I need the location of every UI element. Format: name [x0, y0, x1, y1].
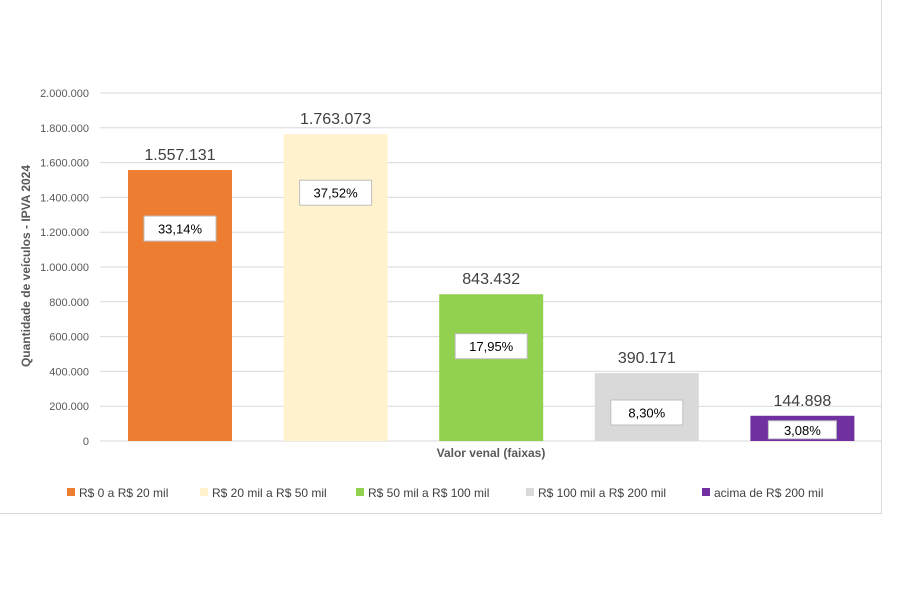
legend-label: acima de R$ 200 mil — [714, 486, 823, 500]
legend-label: R$ 50 mil a R$ 100 mil — [368, 486, 489, 500]
data-value-label: 843.432 — [462, 271, 520, 288]
data-value-label: 144.898 — [773, 393, 831, 410]
y-tick-label: 800.000 — [49, 297, 89, 309]
percent-label-box — [610, 399, 684, 426]
y-tick-label: 0 — [83, 436, 89, 448]
chart-frame — [0, 0, 882, 514]
legend-swatch — [702, 488, 710, 496]
value-labels: 1.557.131 1.763.073 843.432 390.171 144.898 — [144, 111, 831, 410]
legend-item[interactable]: acima de R$ 200 mil — [702, 486, 823, 500]
bar[interactable] — [439, 294, 544, 441]
percent-label-box — [454, 333, 528, 360]
legend-swatch — [526, 488, 534, 496]
bar[interactable] — [128, 170, 232, 441]
percent-label-box — [767, 420, 837, 440]
percent-label: 33,14% — [158, 222, 203, 237]
data-value-label: 1.557.131 — [144, 147, 215, 164]
y-tick-label: 1.200.000 — [40, 227, 89, 239]
data-value-label: 390.171 — [618, 350, 676, 367]
percent-label-box — [143, 215, 217, 242]
legend: R$ 0 a R$ 20 mil R$ 20 mil a R$ 50 mil R$ … — [67, 486, 823, 500]
legend-item[interactable]: R$ 100 mil a R$ 200 mil — [526, 486, 666, 500]
y-tick-label: 400.000 — [49, 366, 89, 378]
percent-label: 3,08% — [784, 423, 821, 438]
y-tick-label: 1.000.000 — [40, 262, 89, 274]
percent-label: 37,52% — [314, 186, 359, 201]
y-tick-label: 200.000 — [49, 401, 89, 413]
legend-swatch — [356, 488, 364, 496]
percent-label: 17,95% — [469, 339, 514, 354]
y-axis-ticks: 0 200.000 400.000 600.000 800.000 1.000.000 1.… — [40, 88, 89, 448]
legend-item[interactable]: R$ 50 mil a R$ 100 mil — [356, 486, 489, 500]
legend-label: R$ 0 a R$ 20 mil — [79, 486, 168, 500]
legend-swatch — [200, 488, 208, 496]
y-tick-label: 1.800.000 — [40, 123, 89, 135]
y-tick-label: 1.400.000 — [40, 192, 89, 204]
legend-item[interactable]: R$ 20 mil a R$ 50 mil — [200, 486, 327, 500]
y-tick-label: 1.600.000 — [40, 158, 89, 170]
x-axis-title: Valor venal (faixas) — [437, 446, 546, 460]
percent-label-box — [299, 179, 373, 206]
y-tick-label: 2.000.000 — [40, 88, 89, 100]
legend-label: R$ 100 mil a R$ 200 mil — [538, 486, 666, 500]
y-axis-title: Quantidade de veículos - IPVA 2024 — [19, 165, 33, 367]
y-tick-label: 600.000 — [49, 332, 89, 344]
percent-labels: 33,14% 37,52% 17,95% 8,30% 3,08% — [143, 179, 837, 440]
legend-item[interactable]: R$ 0 a R$ 20 mil — [67, 486, 168, 500]
percent-label: 8,30% — [628, 405, 665, 420]
legend-label: R$ 20 mil a R$ 50 mil — [212, 486, 327, 500]
data-value-label: 1.763.073 — [300, 111, 371, 128]
legend-swatch — [67, 488, 75, 496]
